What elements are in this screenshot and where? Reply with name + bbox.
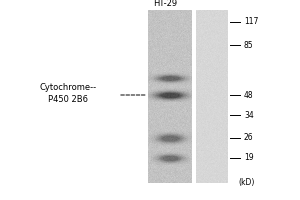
Text: Cytochrome--: Cytochrome-- <box>39 84 97 92</box>
Text: 117: 117 <box>244 18 258 26</box>
Text: 34: 34 <box>244 110 254 119</box>
Text: 85: 85 <box>244 40 254 49</box>
Text: 26: 26 <box>244 134 254 142</box>
Text: 48: 48 <box>244 90 254 99</box>
Text: P450 2B6: P450 2B6 <box>48 95 88 104</box>
Text: 19: 19 <box>244 154 254 162</box>
Text: (kD): (kD) <box>238 178 254 186</box>
Text: HT-29: HT-29 <box>153 0 177 8</box>
